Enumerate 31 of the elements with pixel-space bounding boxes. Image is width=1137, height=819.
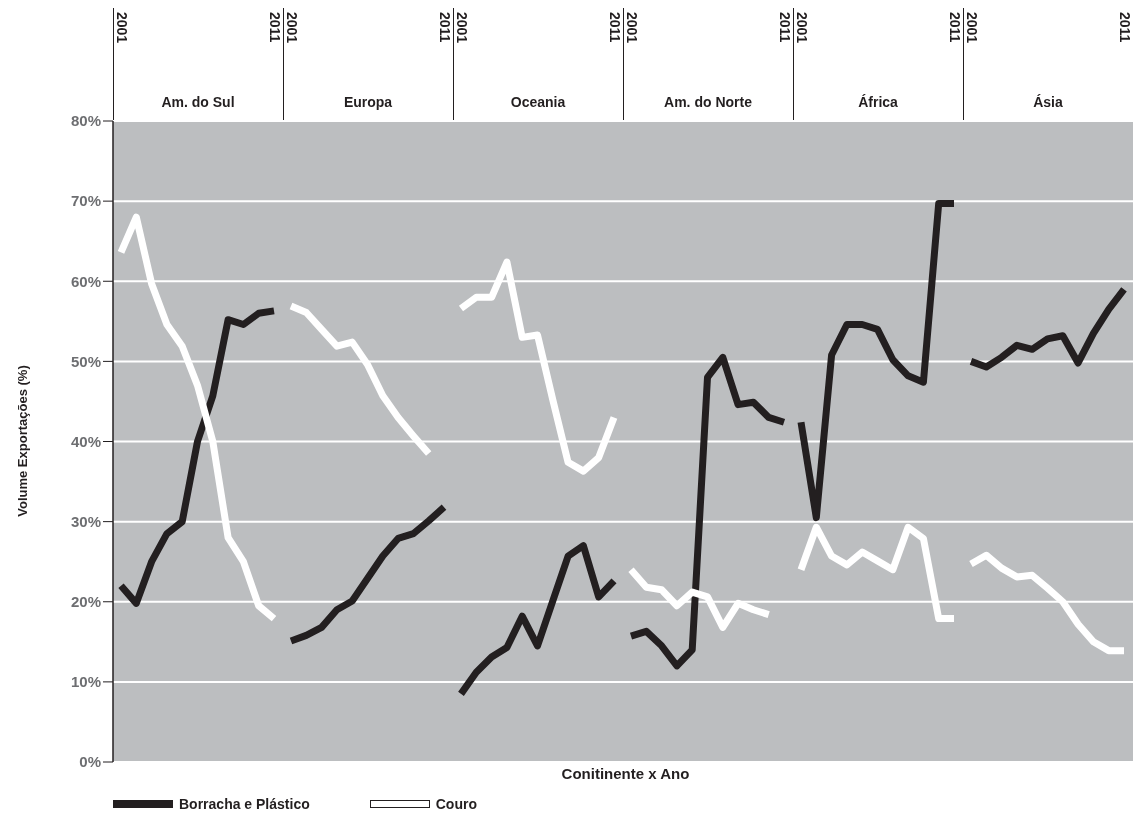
chart-title: Ásia — [1032, 94, 1064, 110]
x-tick-label: 2001 — [794, 12, 811, 44]
x-tick-label: 2001 — [624, 12, 641, 44]
y-tick-label: 70% — [70, 192, 101, 210]
x-tick-label: 2011 — [1117, 12, 1134, 43]
x-tick-label: 2011 — [607, 12, 624, 43]
x-tick-label: 2011 — [267, 12, 284, 43]
x-tick-label: 2011 — [437, 12, 454, 43]
chart-title: Oceania — [509, 94, 567, 110]
legend-label: Couro — [435, 796, 477, 812]
y-tick-label: 30% — [70, 512, 101, 530]
x-tick-label: 2011 — [947, 12, 964, 43]
y-tick-label: 10% — [70, 673, 101, 691]
legend-label: Borracha e Plástico — [179, 796, 310, 812]
y-tick-label: 20% — [70, 593, 101, 611]
chart-title: Am. do Sul — [160, 94, 236, 110]
y-tick-label: 0% — [79, 753, 101, 771]
y-tick-label: 60% — [70, 272, 101, 290]
x-tick-label: 2001 — [284, 12, 301, 44]
x-tick-label: 2001 — [454, 12, 471, 44]
x-tick-label: 2001 — [964, 12, 981, 44]
x-axis-title: Conitinente x Ano — [560, 765, 691, 782]
x-tick-label: 2001 — [114, 12, 131, 44]
chart-title: Am. do Norte — [663, 94, 753, 110]
y-tick-label: 50% — [70, 352, 101, 370]
y-tick-label: 80% — [70, 112, 101, 130]
chart-title: África — [857, 94, 899, 110]
y-tick-label: 40% — [70, 432, 101, 450]
chart-title: Europa — [342, 94, 394, 110]
x-tick-label: 2011 — [777, 12, 794, 43]
y-axis-title: Volume Exportações (%) — [14, 364, 30, 517]
